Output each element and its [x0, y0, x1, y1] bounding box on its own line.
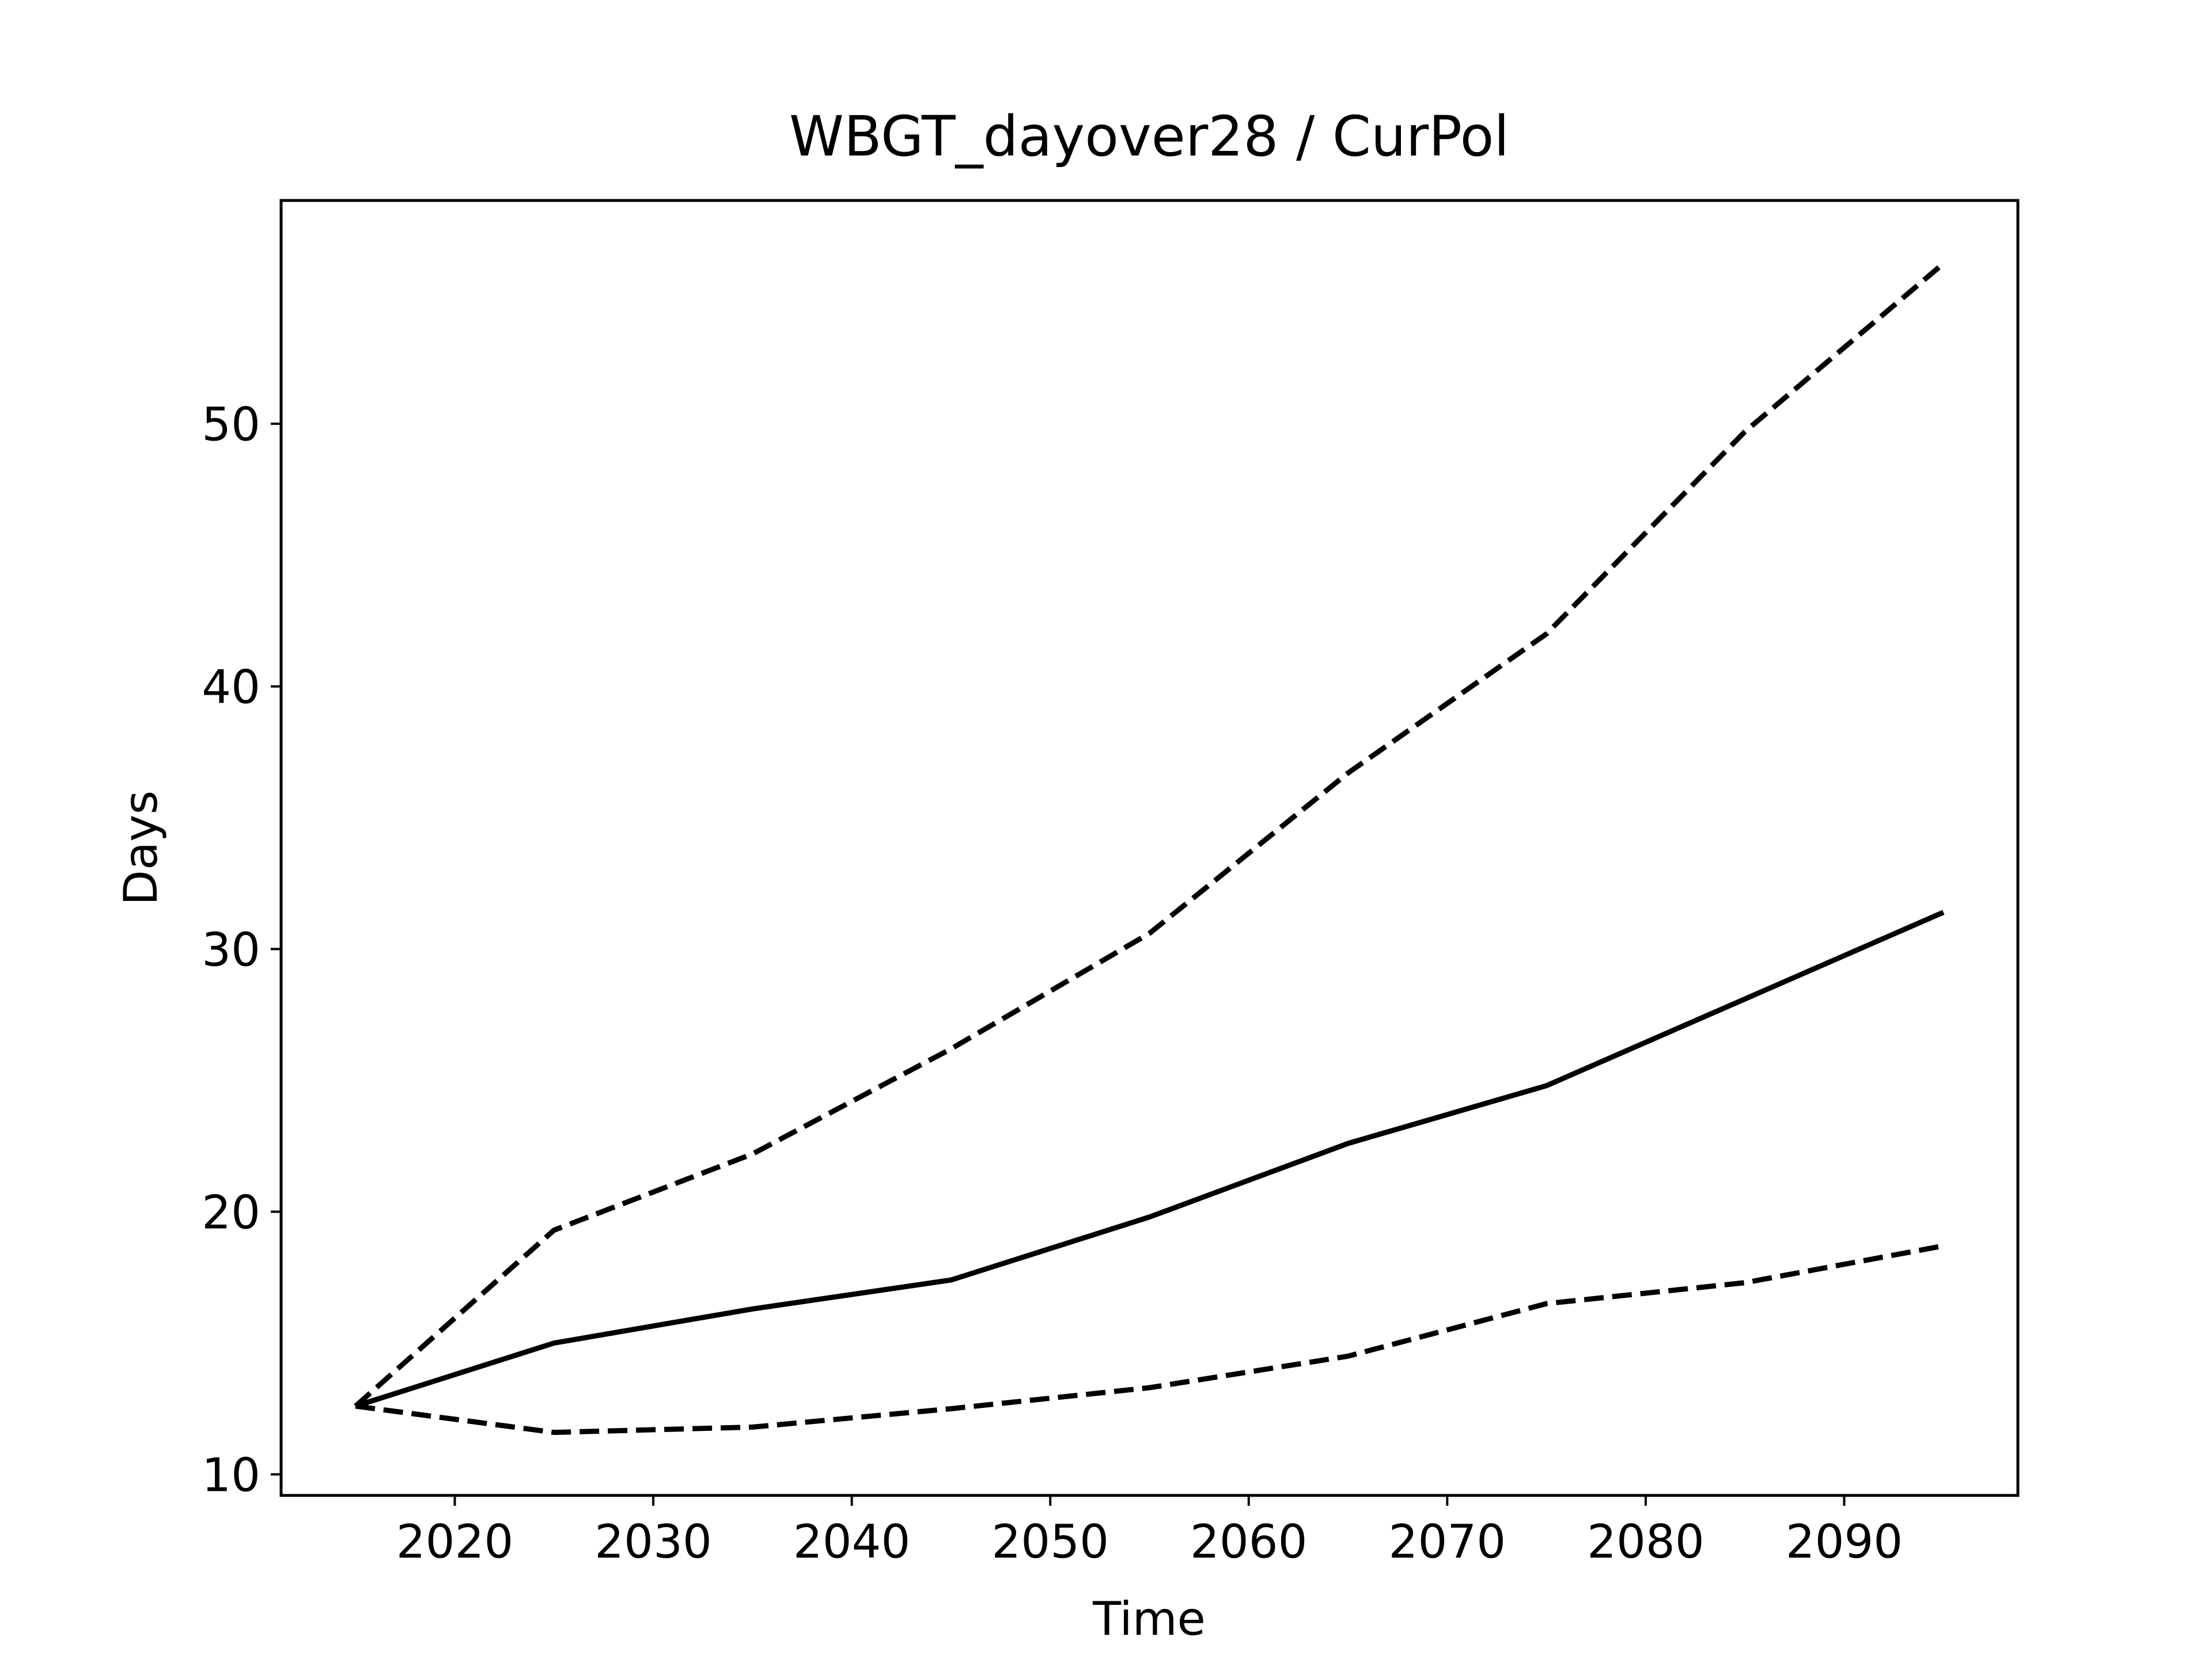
x-tick-label: 2030 — [594, 1515, 712, 1569]
x-tick-label: 2090 — [1786, 1515, 1903, 1569]
x-tick-label: 2060 — [1190, 1515, 1308, 1569]
series-layer — [354, 261, 1945, 1435]
y-axis-label: Days — [114, 790, 168, 906]
series-line-2-dashed — [354, 261, 1945, 1408]
chart-title: WBGT_dayover28 / CurPol — [789, 104, 1509, 169]
x-tick-label: 2070 — [1389, 1515, 1506, 1569]
x-axis-label: Time — [1092, 1592, 1206, 1646]
plot-frame — [279, 199, 2020, 1497]
y-tick-label: 30 — [202, 923, 260, 977]
y-tick-label: 10 — [202, 1449, 260, 1502]
y-tick-label: 50 — [202, 398, 260, 452]
series-line-3-dashed — [355, 1243, 1944, 1435]
x-tick-label: 2020 — [396, 1515, 514, 1569]
y-axis-ticks: 10 20 30 40 50 — [202, 398, 281, 1502]
y-tick-label: 20 — [202, 1186, 260, 1240]
y-tick-label: 40 — [202, 661, 260, 714]
x-axis-ticks: 2020 2030 2040 2050 2060 2070 2080 2090 — [396, 1495, 1903, 1569]
x-tick-label: 2080 — [1587, 1515, 1705, 1569]
x-tick-label: 2040 — [793, 1515, 911, 1569]
x-tick-label: 2050 — [991, 1515, 1109, 1569]
series-line-1-solid — [354, 910, 1945, 1409]
